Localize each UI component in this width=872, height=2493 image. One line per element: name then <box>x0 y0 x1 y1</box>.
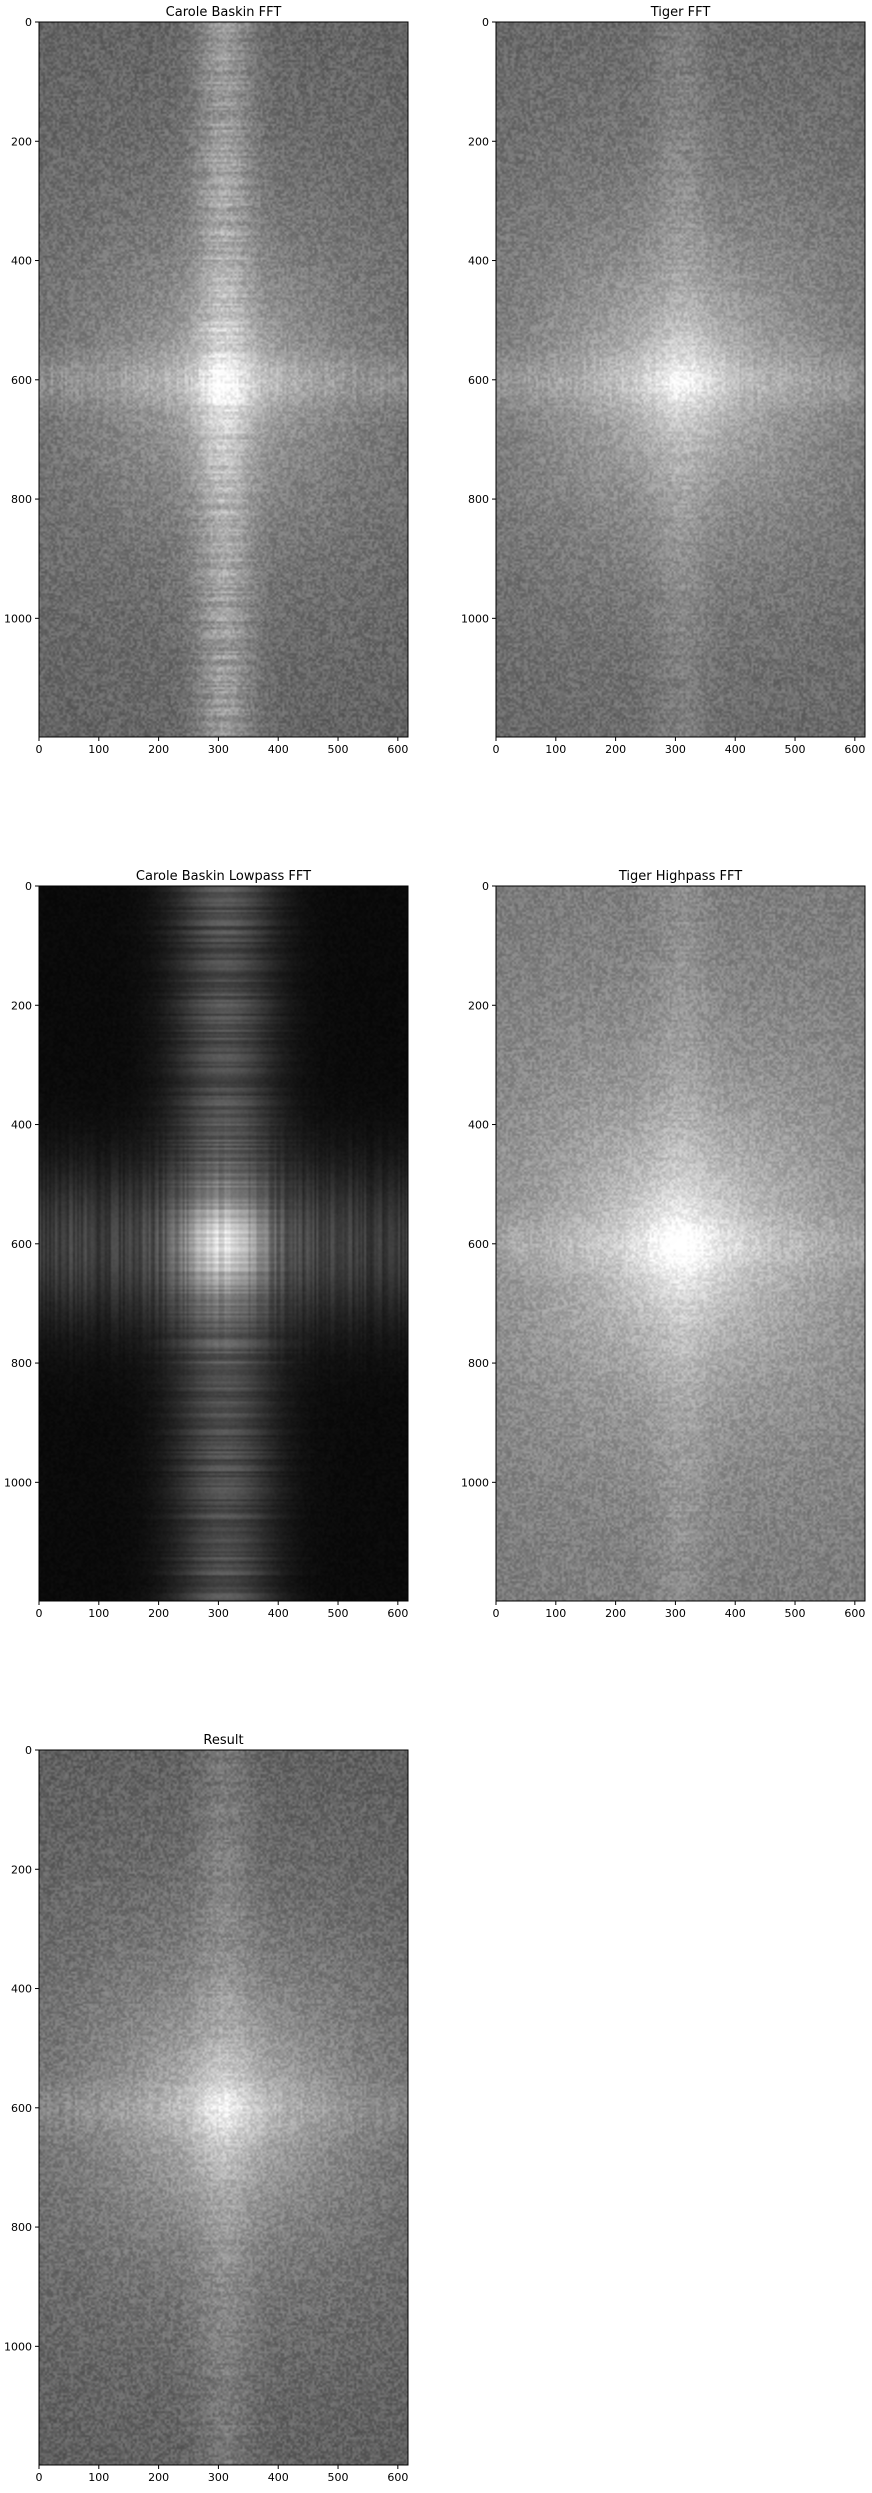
y-tick-label: 1000 <box>461 1476 489 1489</box>
x-tick-label: 500 <box>785 1607 806 1620</box>
y-tick-label: 0 <box>25 880 32 893</box>
y-tick-label: 1000 <box>4 2340 32 2353</box>
y-tick-label: 0 <box>25 16 32 29</box>
y-tick-label: 400 <box>468 1119 489 1132</box>
y-tick-label: 600 <box>11 1238 32 1251</box>
chart-svg: Tiger Highpass FFT 0 100 200 300 400 500 600 0 20… <box>461 869 866 1620</box>
x-tick-label: 400 <box>725 743 746 756</box>
x-tick-label: 200 <box>148 2471 169 2484</box>
y-tick-label: 200 <box>468 135 489 148</box>
y-tick-label: 400 <box>11 255 32 268</box>
x-tick-label: 500 <box>328 2471 349 2484</box>
y-tick-label: 800 <box>468 1357 489 1370</box>
x-tick-label: 100 <box>88 743 109 756</box>
x-tick-label: 300 <box>208 1607 229 1620</box>
chart-title: Carole Baskin Lowpass FFT <box>136 869 311 884</box>
y-tick-label: 1000 <box>4 1476 32 1489</box>
x-tick-label: 0 <box>36 743 43 756</box>
y-tick-label: 800 <box>11 493 32 506</box>
chart-svg: Result 0 100 200 300 400 500 600 0 200 400 600 800 10… <box>4 1733 409 2484</box>
heatmap-image <box>496 886 865 1601</box>
x-tick-label: 300 <box>665 1607 686 1620</box>
y-tick-label: 0 <box>482 880 489 893</box>
chart-title: Tiger Highpass FFT <box>618 869 742 884</box>
y-tick-label: 600 <box>468 1238 489 1251</box>
chart-svg: Carole Baskin Lowpass FFT 0 100 200 300 400 50… <box>4 869 409 1620</box>
x-tick-label: 600 <box>387 743 408 756</box>
y-tick-label: 600 <box>11 374 32 387</box>
y-tick-label: 200 <box>11 135 32 148</box>
y-tick-label: 200 <box>11 999 32 1012</box>
x-tick-label: 300 <box>208 2471 229 2484</box>
y-tick-label: 400 <box>11 1983 32 1996</box>
chart-svg: Tiger FFT 0 100 200 300 400 500 600 0 200 400 600 80… <box>461 5 866 756</box>
x-tick-label: 300 <box>208 743 229 756</box>
x-tick-label: 400 <box>268 2471 289 2484</box>
x-tick-label: 500 <box>328 743 349 756</box>
heatmap-image <box>496 22 865 737</box>
y-tick-label: 600 <box>468 374 489 387</box>
y-tick-label: 800 <box>11 1357 32 1370</box>
x-tick-label: 300 <box>665 743 686 756</box>
chart-title: Result <box>203 1733 243 1748</box>
x-tick-label: 600 <box>844 1607 865 1620</box>
x-tick-label: 600 <box>844 743 865 756</box>
chart-title: Tiger FFT <box>650 5 711 20</box>
x-tick-label: 100 <box>545 1607 566 1620</box>
chart-panel-tiger-fft: Tiger FFT 0 100 200 300 400 500 600 0 200 400 600 80… <box>456 0 872 770</box>
chart-title: Carole Baskin FFT <box>166 5 282 20</box>
y-tick-label: 200 <box>11 1863 32 1876</box>
chart-svg: Carole Baskin FFT 0 100 200 300 400 500 600 0 200… <box>4 5 409 756</box>
x-tick-label: 0 <box>36 2471 43 2484</box>
chart-panel-result: Result 0 100 200 300 400 500 600 0 200 400 600 800 10… <box>0 1724 436 2493</box>
x-tick-label: 0 <box>493 1607 500 1620</box>
y-tick-label: 400 <box>468 255 489 268</box>
x-tick-label: 600 <box>387 1607 408 1620</box>
x-tick-label: 0 <box>493 743 500 756</box>
y-tick-label: 0 <box>482 16 489 29</box>
x-tick-label: 100 <box>545 743 566 756</box>
x-tick-label: 200 <box>605 1607 626 1620</box>
x-tick-label: 100 <box>88 2471 109 2484</box>
x-tick-label: 500 <box>785 743 806 756</box>
heatmap-image <box>39 22 408 737</box>
x-tick-label: 0 <box>36 1607 43 1620</box>
y-tick-label: 800 <box>468 493 489 506</box>
heatmap-image <box>39 886 408 1601</box>
chart-panel-carole-baskin-fft: Carole Baskin FFT 0 100 200 300 400 500 600 0 200… <box>0 0 436 770</box>
x-tick-label: 500 <box>328 1607 349 1620</box>
x-tick-label: 200 <box>605 743 626 756</box>
y-tick-label: 200 <box>468 999 489 1012</box>
x-tick-label: 400 <box>725 1607 746 1620</box>
y-tick-label: 800 <box>11 2221 32 2234</box>
x-tick-label: 600 <box>387 2471 408 2484</box>
y-tick-label: 400 <box>11 1119 32 1132</box>
y-tick-label: 0 <box>25 1744 32 1757</box>
x-tick-label: 100 <box>88 1607 109 1620</box>
y-tick-label: 1000 <box>461 612 489 625</box>
heatmap-image <box>39 1750 408 2465</box>
chart-panel-tiger-highpass-fft: Tiger Highpass FFT 0 100 200 300 400 500 600 0 20… <box>456 862 872 1632</box>
y-tick-label: 1000 <box>4 612 32 625</box>
x-tick-label: 200 <box>148 1607 169 1620</box>
x-tick-label: 400 <box>268 1607 289 1620</box>
x-tick-label: 400 <box>268 743 289 756</box>
chart-panel-carole-baskin-lowpass-fft: Carole Baskin Lowpass FFT 0 100 200 300 400 50… <box>0 862 436 1632</box>
y-tick-label: 600 <box>11 2102 32 2115</box>
x-tick-label: 200 <box>148 743 169 756</box>
